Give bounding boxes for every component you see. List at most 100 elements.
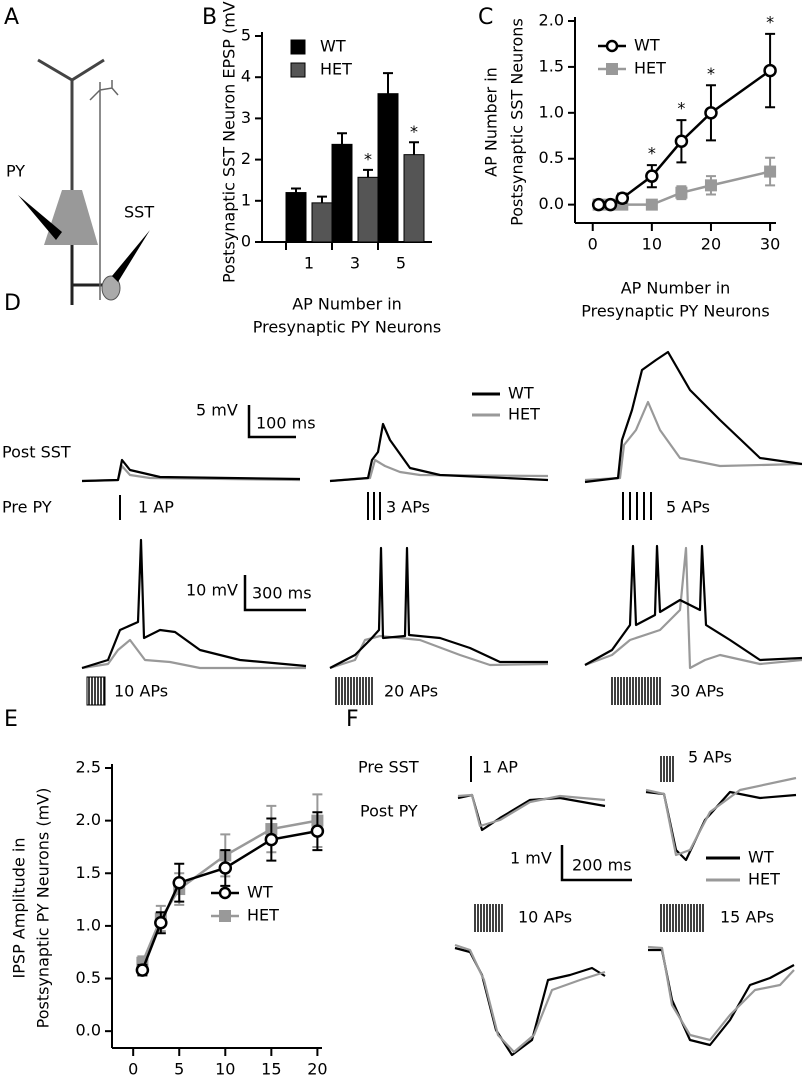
panel-label: C — [478, 5, 493, 30]
point — [603, 197, 618, 212]
x-tick-label: 5 — [396, 254, 406, 273]
panel-labels: A B C D E F — [4, 5, 493, 732]
x-axis-label: Presynaptic PY Neurons — [253, 318, 442, 337]
significance: * — [766, 12, 774, 31]
x-tick-label: 5 — [174, 1060, 184, 1079]
panel-label: F — [346, 707, 359, 732]
series-line — [141, 829, 318, 971]
schematic: PY SST — [6, 58, 154, 305]
point — [704, 106, 718, 120]
x-tick-label: 15 — [261, 1060, 281, 1079]
y-axis-label: Postsynaptic SST Neurons — [508, 18, 527, 226]
x-tick-label: 1 — [304, 254, 314, 273]
error-bar — [409, 141, 419, 155]
label: 1 AP — [138, 498, 174, 517]
x-tick-label: 10 — [215, 1060, 235, 1079]
x-tick-label: 3 — [350, 254, 360, 273]
error-bar — [291, 187, 301, 193]
point — [310, 824, 325, 838]
point — [135, 963, 150, 977]
error-bar — [383, 72, 393, 94]
y-tick-label: 3 — [241, 108, 251, 127]
y-tick-label: 2 — [241, 149, 251, 168]
legend-marker — [606, 63, 618, 75]
x-tick-label: 10 — [642, 235, 662, 254]
stim — [86, 676, 106, 706]
point — [615, 191, 630, 205]
label: PY — [6, 162, 25, 181]
point — [645, 169, 659, 183]
point — [645, 198, 658, 211]
point — [264, 832, 279, 847]
label: Post PY — [360, 802, 418, 821]
legend-label: WT — [320, 37, 346, 56]
y-tick-label: 0.0 — [76, 1021, 101, 1040]
error-bar — [317, 195, 327, 203]
y-tick-label: 0.5 — [76, 968, 101, 987]
significance: * — [410, 122, 418, 141]
label: SST — [124, 203, 154, 222]
y-tick-label: 1 — [241, 190, 251, 209]
bar — [285, 192, 307, 243]
bar — [377, 93, 399, 243]
label: 5 APs — [688, 748, 732, 767]
panel-label: E — [4, 707, 18, 732]
y-tick-label: 1.0 — [539, 102, 564, 121]
label: 5 mV — [196, 401, 238, 420]
y-tick-label: 0.0 — [539, 194, 564, 213]
x-tick-label: 20 — [701, 235, 721, 254]
error-bar — [337, 132, 347, 145]
label: Post SST — [2, 443, 71, 462]
legend-marker — [605, 39, 619, 53]
y-axis-label: AP Number in — [482, 67, 501, 177]
point — [591, 197, 606, 212]
y-tick-label: 5 — [241, 26, 251, 45]
point — [674, 134, 689, 149]
y-axis-label: Postsynaptic SST Neuron EPSP (mV) — [220, 0, 239, 283]
legend-label: WT — [634, 36, 660, 55]
x-axis-label: Presynaptic PY Neurons — [581, 302, 770, 321]
label: 200 ms — [572, 856, 632, 875]
point — [154, 915, 168, 930]
x-axis-label: AP Number in — [621, 279, 731, 298]
point — [218, 861, 233, 875]
legend-label: HET — [748, 870, 780, 889]
legend-marker — [218, 886, 232, 900]
label: 5 APs — [666, 498, 710, 517]
y-tick-label: 1.5 — [539, 56, 564, 75]
point — [675, 186, 688, 199]
legend-swatch — [290, 39, 306, 55]
label: 300 ms — [252, 584, 312, 603]
legend-label: HET — [508, 405, 540, 424]
legend-label: WT — [247, 883, 273, 902]
significance: * — [648, 144, 656, 163]
y-tick-label: 1.0 — [76, 915, 101, 934]
bar — [311, 202, 333, 243]
label: 20 APs — [384, 682, 438, 701]
significance: * — [677, 99, 685, 118]
panel-label: A — [4, 5, 19, 30]
point — [172, 875, 186, 890]
bar — [357, 176, 379, 243]
error-bar — [363, 168, 373, 178]
x-tick-label: 0 — [588, 235, 598, 254]
legend-swatch — [290, 62, 306, 78]
legend-label: WT — [508, 384, 534, 403]
y-tick-label: 4 — [241, 67, 251, 86]
y-tick-label: 2.0 — [76, 810, 101, 829]
label: 15 APs — [720, 908, 774, 927]
y-axis-label: IPSP Amplitude in — [10, 838, 29, 979]
x-axis-label: AP Number in — [292, 295, 402, 314]
label: Pre SST — [358, 758, 419, 777]
point — [764, 165, 777, 178]
label: 3 APs — [386, 498, 430, 517]
panel-label: D — [4, 291, 21, 316]
legend-marker — [219, 910, 231, 922]
point — [763, 63, 777, 78]
legend-label: HET — [320, 60, 352, 79]
bar — [403, 154, 425, 243]
label: 1 mV — [510, 849, 552, 868]
y-tick-label: 0.5 — [539, 148, 564, 167]
